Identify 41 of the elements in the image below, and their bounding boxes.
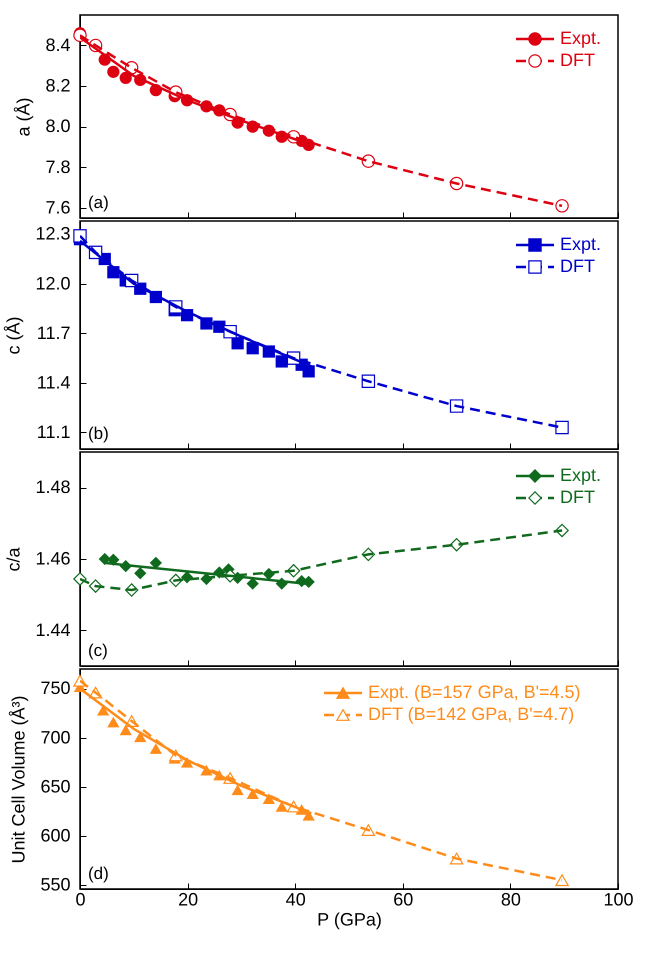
legend-label: DFT (B=142 GPa, B'=4.7) bbox=[368, 704, 574, 724]
y-axis-title: Unit Cell Volume (Å³) bbox=[8, 695, 28, 864]
y-axis-title: c/a bbox=[3, 546, 24, 572]
x-tick-label: 80 bbox=[500, 890, 521, 910]
y-tick-label: 11.1 bbox=[36, 422, 70, 442]
y-tick-label: 600 bbox=[40, 825, 70, 846]
y-tick-label: 1.46 bbox=[35, 548, 70, 568]
y-tick-label: 8.0 bbox=[45, 116, 70, 136]
y-tick-label: 1.48 bbox=[35, 477, 70, 498]
x-tick-label: 60 bbox=[393, 890, 414, 910]
annotation: (c) bbox=[88, 641, 108, 660]
legend-label: DFT bbox=[560, 50, 595, 70]
x-tick-label: 20 bbox=[178, 890, 198, 910]
y-tick-label: 550 bbox=[40, 874, 70, 895]
y-tick-label: 7.8 bbox=[45, 156, 70, 177]
legend-label: Expt. bbox=[560, 465, 602, 485]
y-axis-title: a (Å) bbox=[13, 97, 34, 137]
y-tick-label: 12.0 bbox=[35, 273, 70, 294]
y-tick-label: 7.6 bbox=[45, 197, 70, 218]
x-tick-label: 0 bbox=[75, 890, 86, 910]
y-tick-label: 750 bbox=[40, 678, 70, 698]
y-tick-label: 650 bbox=[40, 776, 70, 796]
legend-label: Expt. (B=157 GPa, B'=4.5) bbox=[368, 682, 581, 702]
legend-label: Expt. bbox=[560, 234, 602, 254]
x-tick-label: 40 bbox=[286, 890, 306, 910]
annotation: (d) bbox=[88, 864, 109, 883]
y-tick-label: 8.4 bbox=[45, 34, 70, 55]
y-axis-title: c (Å) bbox=[3, 316, 24, 354]
annotation: (b) bbox=[88, 424, 109, 443]
annotation: (a) bbox=[88, 193, 109, 212]
y-tick-label: 8.2 bbox=[45, 76, 70, 96]
y-tick-label: 1.44 bbox=[35, 620, 70, 640]
legend-label: Expt. bbox=[560, 28, 602, 48]
legend-label: DFT bbox=[560, 487, 595, 507]
y-tick-label: 700 bbox=[40, 727, 70, 748]
y-tick-label: 11.7 bbox=[36, 322, 70, 343]
y-tick-label: 11.4 bbox=[36, 372, 70, 392]
x-axis-title: P (GPa) bbox=[317, 910, 382, 930]
y-tick-label: 12.3 bbox=[35, 224, 70, 244]
x-tick-label: 100 bbox=[603, 890, 634, 910]
legend-label: DFT bbox=[560, 256, 595, 276]
